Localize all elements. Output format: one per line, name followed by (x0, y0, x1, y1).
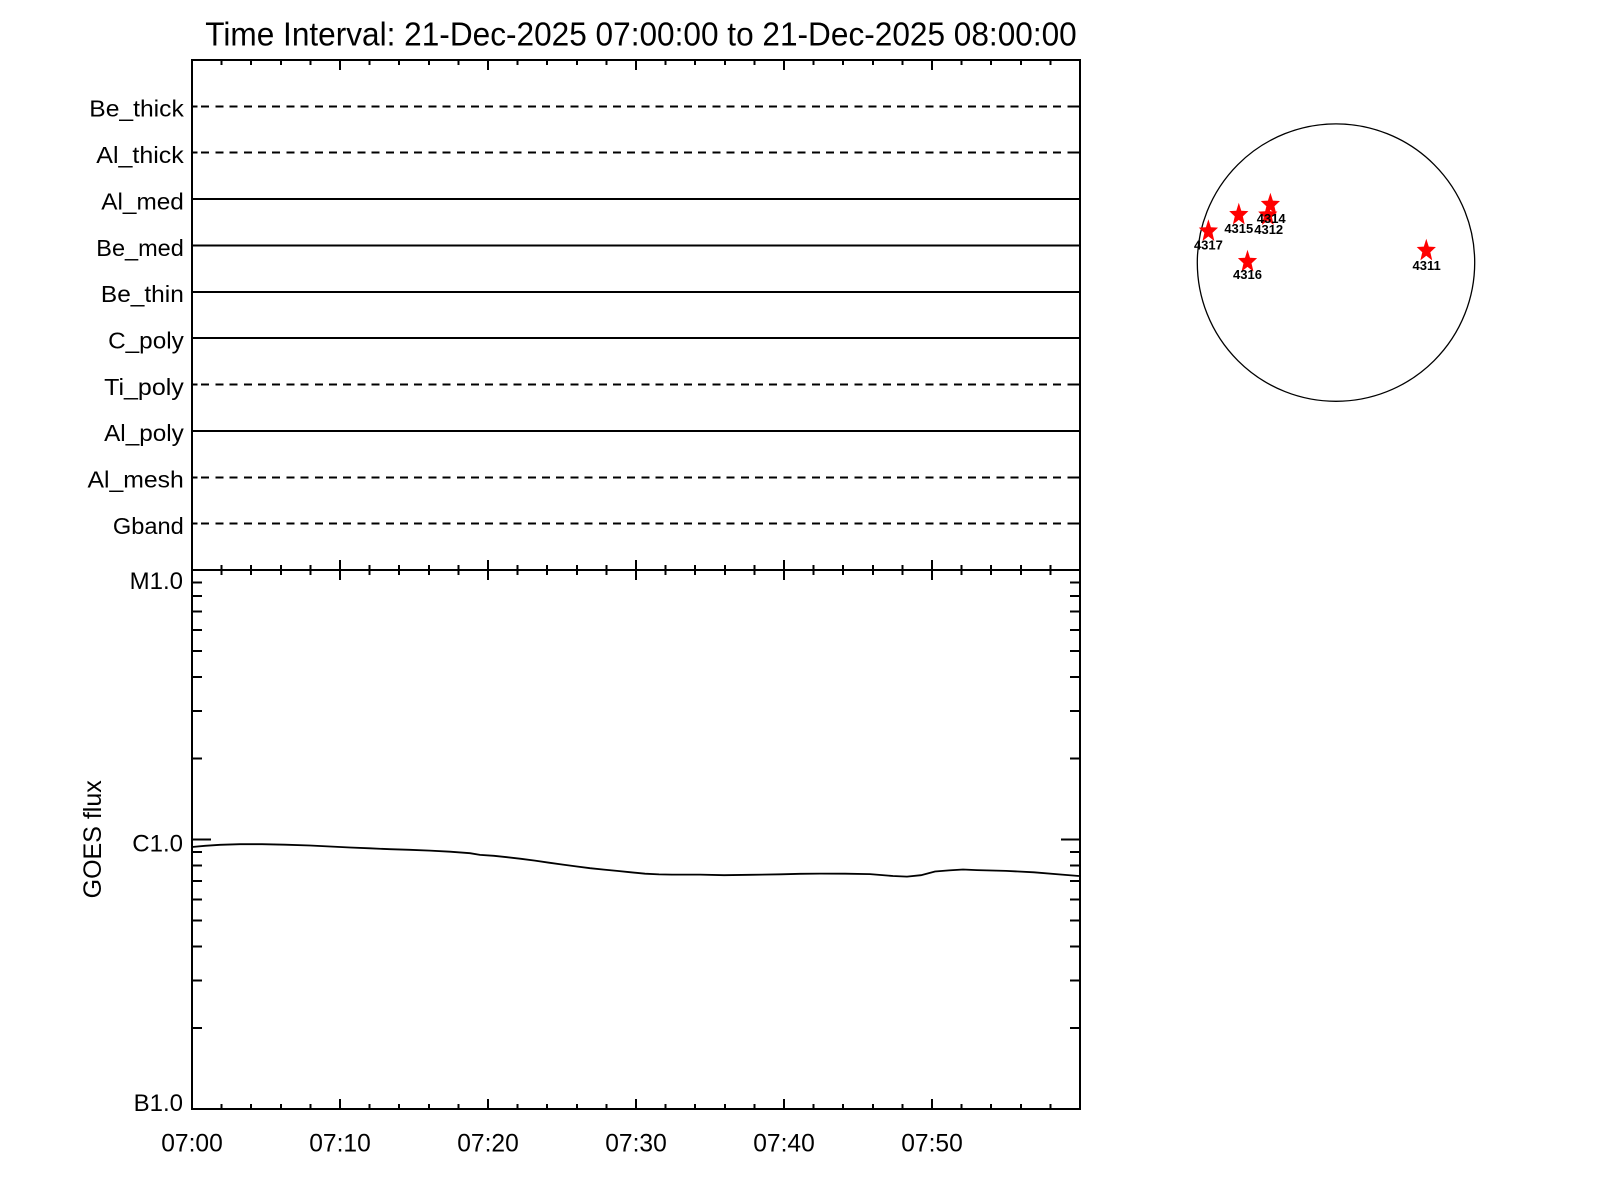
svg-text:07:10: 07:10 (309, 1130, 371, 1158)
svg-text:Be_thick: Be_thick (89, 96, 184, 122)
svg-text:Al_med: Al_med (101, 188, 184, 214)
svg-text:Al_mesh: Al_mesh (88, 467, 184, 493)
svg-text:Al_poly: Al_poly (104, 420, 184, 446)
svg-text:Gband: Gband (113, 513, 184, 539)
svg-text:4315: 4315 (1224, 221, 1253, 236)
svg-text:C_poly: C_poly (108, 328, 184, 354)
svg-text:4312: 4312 (1254, 222, 1283, 237)
svg-text:4314: 4314 (1257, 211, 1287, 226)
svg-text:GOES flux: GOES flux (79, 780, 107, 899)
svg-text:Ti_poly: Ti_poly (104, 374, 184, 400)
svg-text:4317: 4317 (1194, 238, 1223, 253)
svg-text:Time Interval: 21-Dec-2025 07:: Time Interval: 21-Dec-2025 07:00:00 to 2… (205, 15, 1077, 52)
svg-text:07:40: 07:40 (753, 1130, 815, 1158)
svg-text:07:20: 07:20 (457, 1130, 519, 1158)
svg-text:C1.0: C1.0 (132, 831, 183, 858)
svg-text:Be_med: Be_med (96, 235, 184, 261)
svg-text:07:00: 07:00 (161, 1130, 223, 1158)
svg-text:07:30: 07:30 (605, 1130, 667, 1158)
svg-text:M1.0: M1.0 (130, 568, 183, 595)
svg-text:4311: 4311 (1412, 258, 1440, 273)
svg-text:4316: 4316 (1233, 267, 1262, 282)
svg-text:Be_thin: Be_thin (101, 281, 184, 307)
svg-text:07:50: 07:50 (901, 1130, 963, 1158)
svg-text:B1.0: B1.0 (134, 1090, 183, 1117)
svg-text:Al_thick: Al_thick (96, 142, 184, 168)
